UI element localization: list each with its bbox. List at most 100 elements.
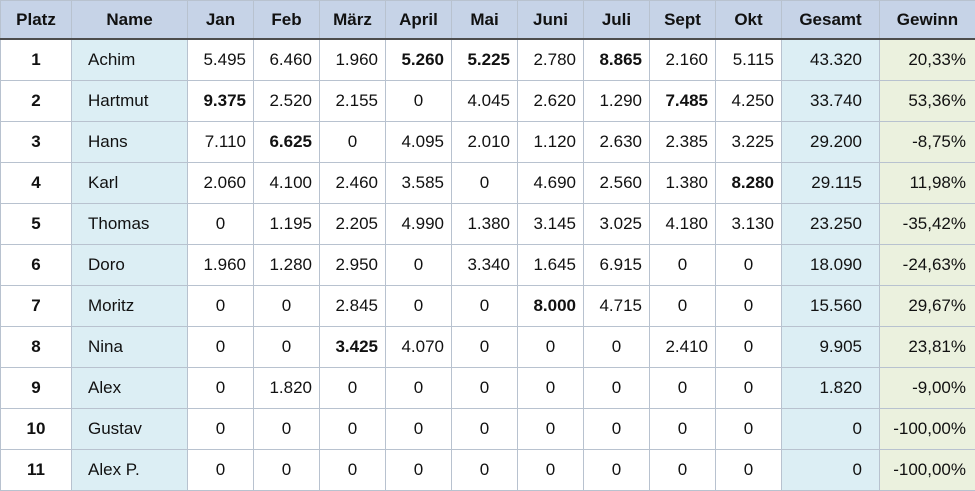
cell-april: 3.585 [386,163,452,204]
cell-april: 0 [386,450,452,491]
cell-mai: 0 [452,286,518,327]
cell-feb: 0 [254,409,320,450]
cell-okt: 0 [716,368,782,409]
cell-maerz: 2.460 [320,163,386,204]
cell-mai: 0 [452,368,518,409]
cell-juni: 2.780 [518,39,584,81]
cell-gewinn: -35,42% [880,204,975,245]
cell-sept: 2.385 [650,122,716,163]
cell-april: 0 [386,409,452,450]
cell-feb: 0 [254,450,320,491]
cell-mai: 4.045 [452,81,518,122]
cell-platz: 7 [1,286,72,327]
cell-name: Achim [72,39,188,81]
cell-name: Alex P. [72,450,188,491]
cell-jan: 7.110 [188,122,254,163]
cell-sept: 0 [650,368,716,409]
cell-name: Moritz [72,286,188,327]
header-feb: Feb [254,1,320,40]
cell-gewinn: -8,75% [880,122,975,163]
cell-gesamt: 15.560 [782,286,880,327]
cell-name: Doro [72,245,188,286]
cell-maerz: 0 [320,409,386,450]
cell-juli: 1.290 [584,81,650,122]
cell-juni: 2.620 [518,81,584,122]
cell-jan: 0 [188,409,254,450]
cell-sept: 7.485 [650,81,716,122]
header-name: Name [72,1,188,40]
cell-feb: 6.625 [254,122,320,163]
cell-platz: 5 [1,204,72,245]
cell-gesamt: 33.740 [782,81,880,122]
cell-mai: 0 [452,409,518,450]
cell-name: Alex [72,368,188,409]
cell-april: 0 [386,368,452,409]
cell-platz: 1 [1,39,72,81]
cell-feb: 1.195 [254,204,320,245]
cell-feb: 6.460 [254,39,320,81]
cell-okt: 3.225 [716,122,782,163]
cell-jan: 0 [188,327,254,368]
cell-maerz: 2.205 [320,204,386,245]
cell-platz: 9 [1,368,72,409]
cell-feb: 0 [254,286,320,327]
header-okt: Okt [716,1,782,40]
cell-gesamt: 0 [782,450,880,491]
cell-gesamt: 23.250 [782,204,880,245]
cell-okt: 0 [716,450,782,491]
cell-jan: 2.060 [188,163,254,204]
cell-mai: 3.340 [452,245,518,286]
header-gewinn: Gewinn [880,1,975,40]
cell-sept: 0 [650,409,716,450]
cell-sept: 0 [650,450,716,491]
cell-juni: 0 [518,327,584,368]
cell-mai: 0 [452,450,518,491]
cell-gewinn: -100,00% [880,409,975,450]
cell-mai: 1.380 [452,204,518,245]
cell-april: 0 [386,81,452,122]
cell-juli: 2.560 [584,163,650,204]
cell-gewinn: -24,63% [880,245,975,286]
cell-juli: 3.025 [584,204,650,245]
cell-maerz: 0 [320,450,386,491]
cell-juni: 1.645 [518,245,584,286]
cell-platz: 6 [1,245,72,286]
cell-april: 0 [386,286,452,327]
cell-gewinn: 23,81% [880,327,975,368]
header-row: Platz Name Jan Feb März April Mai Juni J… [1,1,975,40]
header-jan: Jan [188,1,254,40]
cell-gewinn: 53,36% [880,81,975,122]
cell-okt: 5.115 [716,39,782,81]
cell-name: Nina [72,327,188,368]
cell-feb: 0 [254,327,320,368]
cell-juli: 0 [584,368,650,409]
cell-jan: 0 [188,286,254,327]
cell-name: Hartmut [72,81,188,122]
cell-jan: 0 [188,204,254,245]
header-juli: Juli [584,1,650,40]
cell-okt: 0 [716,245,782,286]
header-mai: Mai [452,1,518,40]
cell-platz: 10 [1,409,72,450]
cell-juli: 4.715 [584,286,650,327]
cell-name: Thomas [72,204,188,245]
cell-mai: 5.225 [452,39,518,81]
cell-gesamt: 29.115 [782,163,880,204]
cell-jan: 1.960 [188,245,254,286]
cell-gewinn: -100,00% [880,450,975,491]
cell-mai: 2.010 [452,122,518,163]
cell-juni: 8.000 [518,286,584,327]
header-juni: Juni [518,1,584,40]
cell-mai: 0 [452,163,518,204]
cell-name: Karl [72,163,188,204]
cell-juni: 1.120 [518,122,584,163]
cell-feb: 1.280 [254,245,320,286]
